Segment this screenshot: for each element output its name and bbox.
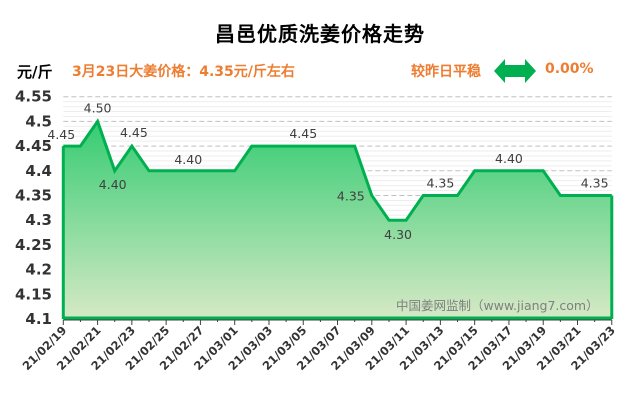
data-label: 4.30: [384, 227, 412, 242]
y-tick-label: 4.55: [15, 88, 52, 106]
y-axis: 4.55 4.5 4.45 4.4 4.35 4.3 4.25 4.2 4.15 4.1: [15, 88, 52, 328]
y-tick-label: 4.4: [25, 162, 52, 180]
watermark: 中国姜网监制（www.jiang7.com）: [396, 298, 599, 313]
double-arrow-icon: [494, 59, 536, 83]
data-label: 4.35: [337, 189, 365, 204]
y-tick-label: 4.25: [15, 236, 52, 254]
data-labels: 4.45 4.50 4.40 4.45 4.40 4.45 4.35 4.30 4.35 4.40…: [47, 100, 608, 242]
change-value: 0.00%: [545, 61, 594, 77]
data-label: 4.40: [174, 152, 202, 167]
price-headline: 3月23日大姜价格：4.35元/斤左右: [72, 64, 295, 80]
data-label: 4.45: [47, 127, 75, 142]
y-tick-label: 4.1: [25, 310, 52, 328]
y-tick-label: 4.5: [25, 112, 52, 130]
y-axis-unit-label: 元/斤: [17, 63, 53, 81]
y-tick-label: 4.3: [25, 211, 52, 229]
data-label: 4.40: [495, 151, 523, 166]
data-label: 4.35: [581, 176, 609, 191]
data-label: 4.50: [84, 100, 112, 115]
y-tick-label: 4.15: [15, 285, 52, 303]
chart-title: 昌邑优质洗姜价格走势: [215, 22, 425, 46]
data-label: 4.45: [120, 125, 148, 140]
y-tick-label: 4.45: [15, 137, 52, 155]
y-tick-label: 4.35: [15, 187, 52, 205]
compare-label: 较昨日平稳: [411, 64, 481, 80]
y-tick-label: 4.2: [25, 261, 52, 279]
data-label: 4.45: [289, 126, 317, 141]
price-line: [63, 118, 612, 222]
data-label: 4.35: [426, 176, 454, 191]
data-label: 4.40: [99, 177, 127, 192]
